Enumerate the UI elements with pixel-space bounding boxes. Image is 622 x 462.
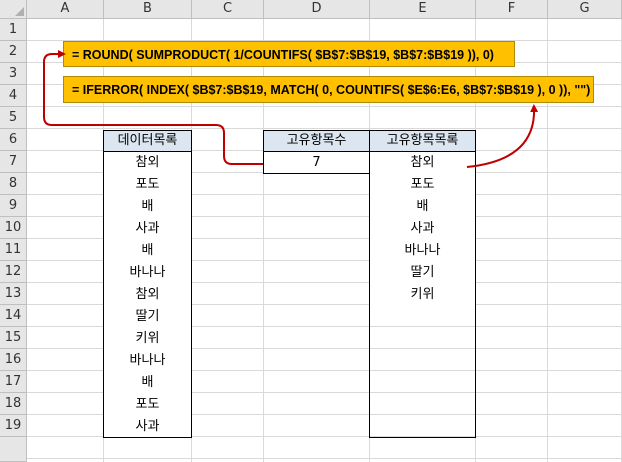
gridline-row-1	[27, 40, 622, 41]
data-list-item[interactable]: 포도	[104, 394, 191, 415]
data-list-item[interactable]: 바나나	[104, 262, 191, 283]
row-header-8[interactable]: 8	[0, 173, 27, 195]
row-header-18[interactable]: 18	[0, 393, 27, 415]
data-list-item[interactable]: 사과	[104, 218, 191, 239]
row-header-2[interactable]: 2	[0, 41, 27, 63]
unique-list-header[interactable]: 고유항목목록	[369, 130, 476, 152]
row-header-16[interactable]: 16	[0, 349, 27, 371]
arrow-list-to-index-formula	[466, 104, 539, 168]
row-header-12[interactable]: 12	[0, 261, 27, 283]
data-list-item[interactable]: 배	[104, 196, 191, 217]
row-header-13[interactable]: 13	[0, 283, 27, 305]
row-header-11[interactable]: 11	[0, 239, 27, 261]
column-header-d[interactable]: D	[264, 0, 370, 19]
column-header-f[interactable]: F	[476, 0, 548, 19]
column-header-b[interactable]: B	[104, 0, 192, 19]
column-header-e[interactable]: E	[370, 0, 476, 19]
formula-box-round: = ROUND( SUMPRODUCT( 1/COUNTIFS( $B$7:$B…	[63, 41, 515, 67]
gridline-row-15	[27, 348, 622, 349]
gridline-row-14	[27, 326, 622, 327]
row-header-6[interactable]: 6	[0, 129, 27, 151]
gridline-row-20	[27, 458, 622, 459]
unique-list-item[interactable]: 키위	[370, 284, 475, 305]
row-header-7[interactable]: 7	[0, 151, 27, 173]
row-header-20-partial[interactable]	[0, 437, 27, 462]
row-header-9[interactable]: 9	[0, 195, 27, 217]
unique-list-border	[369, 151, 476, 438]
column-header-g[interactable]: G	[548, 0, 622, 19]
gridline-row-5	[27, 128, 622, 129]
select-all-triangle-icon	[15, 7, 24, 16]
gridline-col-f	[547, 19, 548, 462]
gridline-row-8	[27, 194, 622, 195]
gridline-row-12	[27, 282, 622, 283]
data-list-item[interactable]: 딸기	[104, 306, 191, 327]
data-list-item[interactable]: 바나나	[104, 350, 191, 371]
unique-count-value[interactable]: 7	[264, 152, 369, 173]
gridline-row-4	[27, 106, 622, 107]
gridline-row-13	[27, 304, 622, 305]
row-header-10[interactable]: 10	[0, 217, 27, 239]
row-header-3[interactable]: 3	[0, 63, 27, 85]
unique-list-item[interactable]: 포도	[370, 174, 475, 195]
row-header-4[interactable]: 4	[0, 85, 27, 107]
data-list-item[interactable]: 사과	[104, 416, 191, 437]
unique-list-item[interactable]: 사과	[370, 218, 475, 239]
gridline-row-11	[27, 260, 622, 261]
data-list-item[interactable]: 참외	[104, 284, 191, 305]
data-list-header[interactable]: 데이터목록	[103, 130, 192, 152]
column-header-a[interactable]: A	[27, 0, 104, 19]
unique-list-item[interactable]: 배	[370, 196, 475, 217]
unique-list-item[interactable]: 바나나	[370, 240, 475, 261]
gridline-row-16	[27, 370, 622, 371]
data-list-item[interactable]: 배	[104, 240, 191, 261]
gridline-row-19	[27, 436, 622, 437]
row-header-1[interactable]: 1	[0, 19, 27, 41]
row-header-17[interactable]: 17	[0, 371, 27, 393]
column-header-c[interactable]: C	[192, 0, 264, 19]
unique-list-item[interactable]: 딸기	[370, 262, 475, 283]
unique-count-header[interactable]: 고유항목수	[263, 130, 370, 152]
row-header-5[interactable]: 5	[0, 107, 27, 129]
gridline-col-c	[263, 19, 264, 462]
data-list-item[interactable]: 참외	[104, 152, 191, 173]
unique-list-item[interactable]: 참외	[370, 152, 475, 173]
data-list-item[interactable]: 키위	[104, 328, 191, 349]
gridline-row-17	[27, 392, 622, 393]
gridline-row-18	[27, 414, 622, 415]
formula-box-iferror-index: = IFERROR( INDEX( $B$7:$B$19, MATCH( 0, …	[63, 76, 594, 103]
row-header-14[interactable]: 14	[0, 305, 27, 327]
row-header-19[interactable]: 19	[0, 415, 27, 437]
gridline-row-10	[27, 238, 622, 239]
data-list-item[interactable]: 배	[104, 372, 191, 393]
data-list-item[interactable]: 포도	[104, 174, 191, 195]
select-all-corner[interactable]	[0, 0, 27, 19]
gridline-row-9	[27, 216, 622, 217]
row-header-15[interactable]: 15	[0, 327, 27, 349]
